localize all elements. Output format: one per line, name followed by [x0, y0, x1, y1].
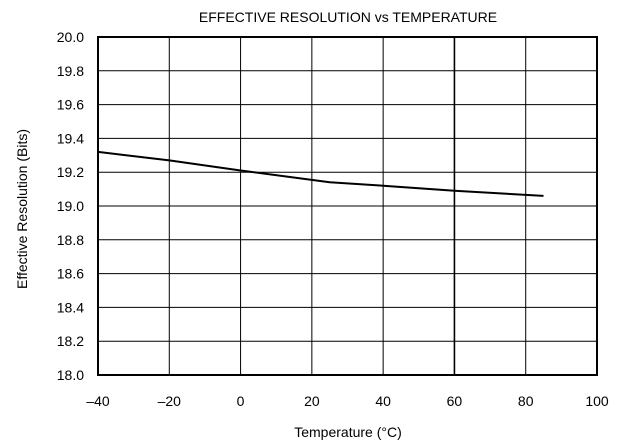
- x-axis-title: Temperature (°C): [294, 424, 402, 440]
- x-tick-label: 40: [375, 393, 391, 409]
- y-tick-labels: 18.0 18.2 18.4 18.6 18.8 19.0 19.2 19.4 19.6 19.8…: [57, 29, 84, 383]
- x-tick-label: –20: [158, 393, 182, 409]
- y-tick-label: 18.0: [57, 367, 84, 383]
- y-tick-label: 19.2: [57, 164, 84, 180]
- y-tick-label: 19.4: [57, 130, 84, 146]
- plot-frame: [97, 36, 598, 376]
- chart-title: EFFECTIVE RESOLUTION vs TEMPERATURE: [199, 9, 497, 25]
- y-tick-label: 18.6: [57, 266, 84, 282]
- series-line: [97, 150, 544, 197]
- x-tick-labels: –40 –20 0 20 40 60 80 100: [86, 393, 609, 409]
- y-axis-title: Effective Resolution (Bits): [14, 129, 30, 289]
- x-tick-label: 20: [304, 393, 320, 409]
- x-tick-label: 0: [237, 393, 245, 409]
- y-tick-label: 19.8: [57, 63, 84, 79]
- x-tick-label: 100: [585, 393, 609, 409]
- grid: [97, 36, 598, 376]
- x-tick-label: –40: [86, 393, 110, 409]
- y-tick-label: 18.2: [57, 333, 84, 349]
- series-group: [97, 150, 544, 197]
- y-tick-label: 18.8: [57, 232, 84, 248]
- y-tick-label: 20.0: [57, 29, 84, 45]
- y-tick-label: 19.6: [57, 97, 84, 113]
- y-tick-label: 19.0: [57, 198, 84, 214]
- x-tick-label: 80: [518, 393, 534, 409]
- x-tick-label: 60: [447, 393, 463, 409]
- y-tick-label: 18.4: [57, 299, 84, 315]
